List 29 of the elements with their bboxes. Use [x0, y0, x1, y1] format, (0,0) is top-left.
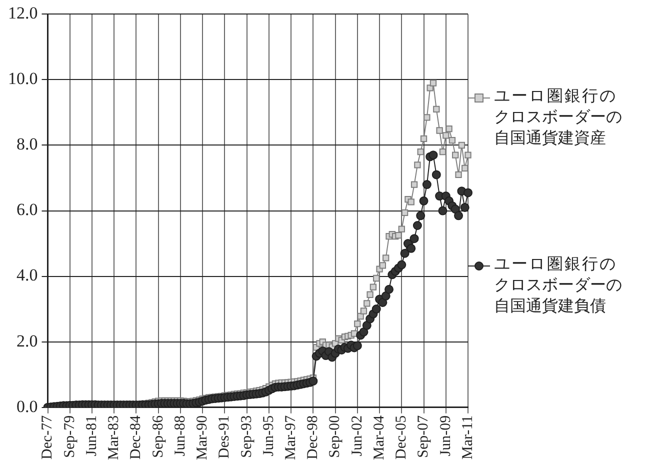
x-tick-label: Sep-86: [150, 414, 166, 458]
x-tick-label: Jun-02: [349, 415, 366, 456]
y-tick-label: 4.0: [16, 266, 38, 285]
x-tick-label: Sep-93: [238, 415, 255, 458]
x-tick-label: Dec-77: [40, 414, 56, 460]
x-tick-label: Mar-90: [194, 415, 211, 460]
y-tick-label: 2.0: [16, 331, 38, 350]
x-tick-label: Jun-95: [260, 415, 277, 456]
x-tick-label: Sep-00: [327, 415, 344, 458]
x-tick-label: Mar-97: [282, 414, 299, 460]
x-tick-label: Jun-81: [84, 415, 100, 456]
x-tick-label: Mar-04: [371, 414, 388, 460]
y-tick-label: 8.0: [16, 134, 38, 154]
x-tick-label: Mar-11: [460, 415, 476, 460]
y-tick-label: 10.0: [8, 69, 38, 88]
x-tick-label: Dec-05: [394, 415, 410, 460]
x-tick-label: Jun-88: [172, 415, 188, 456]
x-tick-label: Jun-09: [438, 415, 454, 456]
x-tick-label: Sep-07: [416, 414, 432, 458]
y-tick-label: 12.0: [8, 4, 38, 23]
y-tick-label: 6.0: [16, 200, 38, 220]
y-tick-label: 0.0: [16, 396, 38, 416]
x-tick-label: Dec-98: [305, 415, 322, 460]
x-tick-label: Mar-83: [106, 415, 122, 460]
legend-label: ユーロ圏銀行のクロスボーダーの自国通貨建負債: [494, 255, 623, 317]
legend-label: ユーロ圏銀行のクロスボーダーの自国通貨建資産: [494, 87, 623, 149]
x-tick-label: Des-91: [216, 415, 233, 459]
x-tick-label: Dec-84: [128, 414, 144, 460]
x-tick-label: Sep-79: [62, 415, 78, 458]
